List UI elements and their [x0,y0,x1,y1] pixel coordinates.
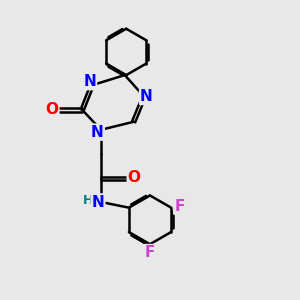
Text: O: O [45,102,58,117]
Text: N: N [83,74,96,89]
Text: N: N [92,194,104,209]
Text: H: H [83,194,94,207]
Text: N: N [140,89,153,104]
Text: F: F [174,199,184,214]
Text: F: F [145,245,155,260]
Text: O: O [128,170,141,185]
Text: N: N [91,125,104,140]
